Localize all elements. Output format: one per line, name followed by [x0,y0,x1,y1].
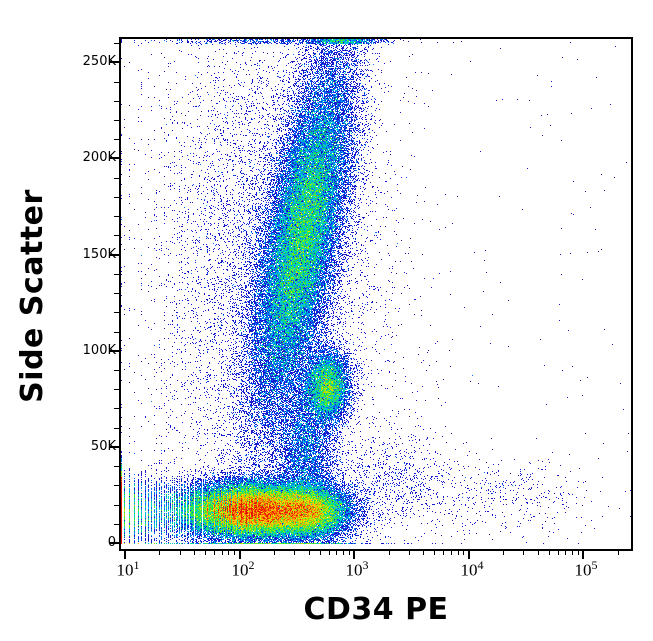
x-minor-tick [503,551,504,555]
x-minor-tick [578,551,579,555]
y-minor-tick [114,82,119,83]
y-tick-label: 250K [82,54,116,69]
x-minor-tick [180,551,181,555]
x-tick-label: 105 [574,558,598,580]
y-tick-label: 150K [82,247,116,262]
x-minor-tick [423,551,424,555]
x-minor-tick [309,551,310,555]
x-minor-tick [618,551,619,555]
y-tick-label: 100K [82,343,116,358]
x-minor-tick [451,551,452,555]
y-tick-label: 0 [107,535,116,550]
y-minor-tick [114,466,119,467]
x-tick-label: 104 [460,558,484,580]
x-tick-label: 102 [231,558,255,580]
x-minor-tick [523,551,524,555]
x-minor-tick [409,551,410,555]
x-minor-tick [320,551,321,555]
x-minor-tick [234,551,235,555]
y-minor-tick [114,178,119,179]
y-minor-tick [114,428,119,429]
x-minor-tick [329,551,330,555]
x-minor-tick [228,551,229,555]
x-major-tick [239,551,241,559]
x-tick-label: 103 [345,558,369,580]
y-major-tick [110,61,119,63]
x-minor-tick [294,551,295,555]
x-tick-label: 101 [116,558,140,580]
y-minor-tick [114,120,119,121]
y-tick-label: 50K [90,439,116,454]
y-minor-tick [114,101,119,102]
y-minor-tick [114,197,119,198]
y-minor-tick [114,370,119,371]
density-scatter-canvas [121,39,631,549]
x-minor-tick [336,551,337,555]
y-tick-label: 200K [82,150,116,165]
y-minor-tick [114,485,119,486]
x-minor-tick [205,551,206,555]
x-minor-tick [572,551,573,555]
x-minor-tick [159,551,160,555]
plot-area [119,37,633,551]
x-minor-tick [349,551,350,555]
y-minor-tick [114,139,119,140]
y-axis-label: Side Scatter [15,189,50,403]
x-minor-tick [389,551,390,555]
x-minor-tick [565,551,566,555]
x-minor-tick [558,551,559,555]
y-minor-tick [114,312,119,313]
y-minor-tick [114,293,119,294]
x-minor-tick [538,551,539,555]
x-minor-tick [434,551,435,555]
y-major-tick [110,542,119,544]
x-minor-tick [222,551,223,555]
y-minor-tick [114,505,119,506]
x-minor-tick [194,551,195,555]
y-major-tick [110,254,119,256]
x-minor-tick [343,551,344,555]
y-minor-tick [114,274,119,275]
x-minor-tick [463,551,464,555]
y-major-tick [110,446,119,448]
x-axis-label: CD34 PE [303,592,449,627]
y-major-tick [110,350,119,352]
y-minor-tick [114,524,119,525]
y-major-tick [110,157,119,159]
y-minor-tick [114,235,119,236]
y-minor-tick [114,43,119,44]
x-minor-tick [458,551,459,555]
x-minor-tick [549,551,550,555]
y-minor-tick [114,332,119,333]
x-minor-tick [443,551,444,555]
x-major-tick [468,551,470,559]
x-major-tick [124,551,126,559]
x-minor-tick [274,551,275,555]
x-major-tick [353,551,355,559]
x-major-tick [582,551,584,559]
y-minor-tick [114,389,119,390]
x-minor-tick [214,551,215,555]
y-minor-tick [114,216,119,217]
y-minor-tick [114,408,119,409]
